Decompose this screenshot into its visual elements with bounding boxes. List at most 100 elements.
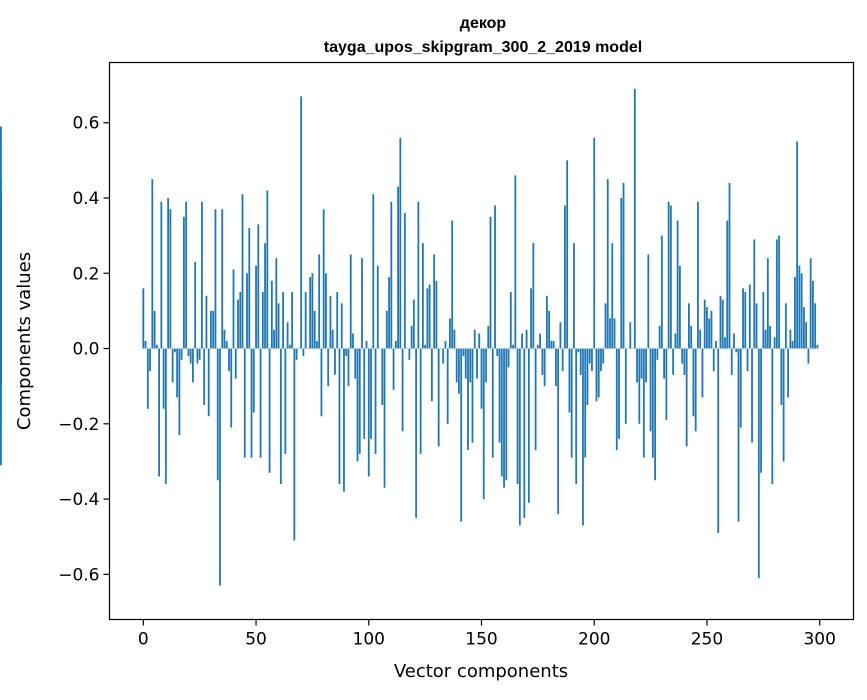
bar-249 — [704, 300, 706, 349]
bar-238 — [679, 266, 681, 349]
bar-294 — [805, 322, 807, 348]
bar-279 — [771, 349, 773, 484]
bar-57 — [271, 281, 273, 349]
y-axis-label: Components values — [14, 252, 35, 430]
bar-248 — [702, 349, 704, 398]
bar-20 — [188, 349, 190, 357]
x-tick-label: 300 — [803, 630, 835, 650]
bar-220 — [638, 349, 640, 424]
y-tick-label: −0.6 — [58, 565, 99, 585]
bar-200 — [593, 138, 595, 349]
bar-264 — [738, 349, 740, 522]
bar-8 — [160, 202, 162, 349]
bar-138 — [454, 330, 456, 349]
bar-47 — [248, 228, 250, 348]
bar-14 — [174, 349, 176, 353]
bar-218 — [634, 89, 636, 349]
bar-291 — [798, 266, 800, 349]
bar-61 — [280, 349, 282, 484]
bar-177 — [541, 349, 543, 375]
bar-270 — [751, 349, 753, 443]
bar-115 — [402, 349, 404, 432]
bar-63 — [284, 349, 286, 454]
bar-27 — [203, 349, 205, 405]
bar-72 — [305, 292, 307, 348]
bar-9 — [163, 349, 165, 409]
bar-91 — [348, 349, 350, 387]
bar-51 — [257, 224, 259, 348]
bar-54 — [264, 243, 266, 348]
bar-207 — [609, 318, 611, 348]
bar-240 — [684, 349, 686, 375]
bar-213 — [623, 183, 625, 349]
bar-6 — [156, 345, 158, 349]
bar-180 — [548, 311, 550, 349]
bar-129 — [433, 254, 435, 348]
bar-233 — [668, 202, 670, 349]
bar-268 — [747, 349, 749, 372]
bar-123 — [420, 349, 422, 454]
bar-88 — [341, 303, 343, 348]
bar-104 — [377, 266, 379, 349]
bar-173 — [532, 243, 534, 348]
bar-280 — [774, 337, 776, 348]
bar-99 — [366, 341, 368, 349]
bar-124 — [422, 243, 424, 348]
bar-273 — [758, 349, 760, 579]
bar-222 — [643, 349, 645, 458]
bar-128 — [431, 349, 433, 402]
bar-151 — [483, 349, 485, 500]
bar-154 — [490, 217, 492, 349]
bar-135 — [447, 349, 449, 424]
bar-11 — [167, 198, 169, 349]
bar-89 — [343, 349, 345, 492]
bar-161 — [505, 349, 507, 481]
bar-60 — [278, 303, 280, 348]
bar-71 — [302, 349, 304, 357]
chart-subtitle: tayga_upos_skipgram_300_2_2019 model — [324, 39, 642, 56]
bar-39 — [230, 349, 232, 428]
bar-164 — [512, 345, 514, 349]
bar-224 — [647, 254, 649, 348]
bar-176 — [539, 333, 541, 348]
bar-145 — [469, 349, 471, 383]
bar-29 — [208, 349, 210, 417]
bar-295 — [808, 349, 810, 364]
bar-255 — [717, 349, 719, 533]
bar-112 — [395, 341, 397, 349]
bar-16 — [178, 349, 180, 436]
bar-166 — [517, 349, 519, 484]
bar-286 — [787, 349, 789, 398]
bar-77 — [316, 341, 318, 349]
bar-211 — [618, 349, 620, 439]
bar-35 — [221, 209, 223, 348]
x-tick-label: 250 — [691, 630, 723, 650]
bar-12 — [169, 209, 171, 348]
bar-155 — [492, 349, 494, 458]
bar-265 — [740, 349, 742, 428]
bar-94 — [354, 349, 356, 379]
bar-223 — [645, 349, 647, 383]
bar-192 — [575, 349, 577, 484]
bar-206 — [607, 179, 609, 348]
bar-169 — [523, 349, 525, 518]
bar-203 — [600, 349, 602, 372]
bar-46 — [246, 273, 248, 348]
bar-193 — [578, 349, 580, 353]
bar-96 — [359, 349, 361, 454]
bar-188 — [566, 160, 568, 348]
bar-225 — [650, 349, 652, 432]
bar-74 — [309, 277, 311, 349]
bar-78 — [318, 254, 320, 348]
bar-201 — [596, 349, 598, 402]
bar-197 — [587, 349, 589, 405]
bar-287 — [789, 330, 791, 349]
bar-189 — [569, 349, 571, 413]
bar-undefined — [0, 330, 2, 349]
bar-275 — [762, 292, 764, 348]
bar-209 — [614, 318, 616, 348]
bar-100 — [368, 349, 370, 477]
bar-243 — [690, 326, 692, 349]
bar-210 — [616, 349, 618, 451]
